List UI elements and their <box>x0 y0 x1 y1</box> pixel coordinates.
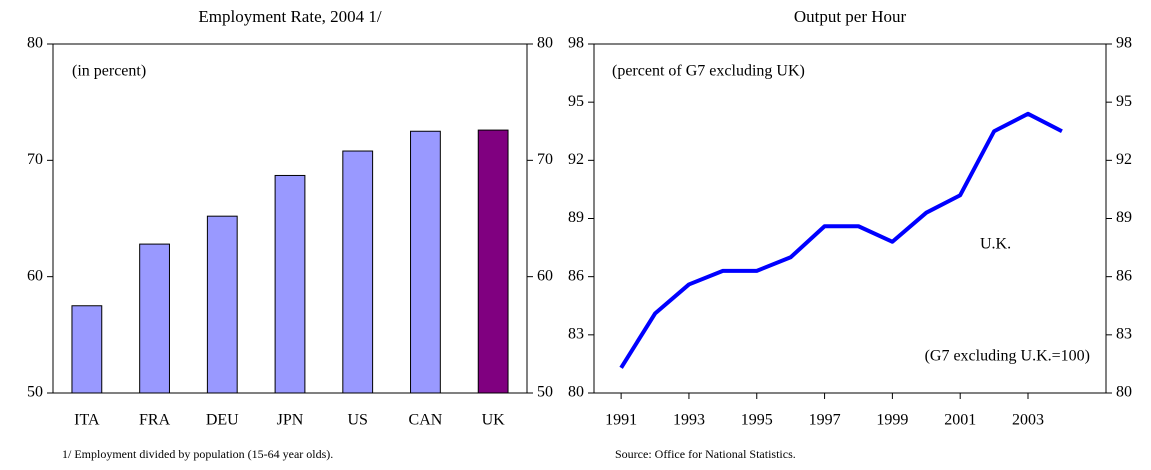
bar <box>477 129 509 394</box>
y-tick-label: 80 <box>568 384 584 401</box>
bar <box>206 215 238 394</box>
bar <box>139 243 170 394</box>
bar <box>274 174 306 394</box>
series-line <box>619 111 1063 369</box>
x-tick-label: FRA <box>139 412 171 429</box>
footnote: 1/ Employment divided by population (15-… <box>62 447 333 461</box>
x-tick-label: JPN <box>277 412 304 429</box>
bar <box>410 130 441 394</box>
x-tick-label: US <box>347 412 367 429</box>
x-tick-label: DEU <box>206 412 239 429</box>
y-tick-label: 83 <box>568 326 584 343</box>
y-tick-label: 50 <box>27 384 43 401</box>
x-tick-label: CAN <box>409 412 443 429</box>
x-tick-label: 2001 <box>944 412 976 429</box>
y2-tick-label: 92 <box>1116 151 1132 168</box>
plot-frame <box>593 43 1107 394</box>
y2-tick-label: 95 <box>1116 93 1132 110</box>
y-tick-label: 89 <box>568 209 584 226</box>
y2-tick-label: 70 <box>537 151 553 168</box>
x-tick-label: 1991 <box>605 412 637 429</box>
x-tick-label: 1997 <box>809 412 841 429</box>
chart-title: Output per Hour <box>794 7 907 26</box>
x-tick-label: 2003 <box>1012 412 1044 429</box>
y2-tick-label: 89 <box>1116 209 1132 226</box>
chart-title: Employment Rate, 2004 1/ <box>198 7 381 26</box>
y-tick-label: 70 <box>27 151 43 168</box>
annotation: (in percent) <box>72 63 146 80</box>
annotation: (G7 excluding U.K.=100) <box>925 348 1090 365</box>
y2-tick-label: 80 <box>537 35 553 52</box>
y2-tick-label: 83 <box>1116 326 1132 343</box>
y2-tick-label: 50 <box>537 384 553 401</box>
bar <box>71 305 103 394</box>
x-tick-label: 1999 <box>876 412 908 429</box>
y-tick-label: 92 <box>568 151 584 168</box>
series-label: U.K. <box>980 236 1011 253</box>
y-tick-label: 95 <box>568 93 584 110</box>
y2-tick-label: 98 <box>1116 35 1132 52</box>
y2-tick-label: 60 <box>537 267 553 284</box>
x-tick-label: 1995 <box>741 412 773 429</box>
x-tick-label: UK <box>482 412 506 429</box>
y-tick-label: 60 <box>27 267 43 284</box>
y2-tick-label: 80 <box>1116 384 1132 401</box>
x-tick-label: ITA <box>74 412 100 429</box>
bar <box>342 150 374 394</box>
y2-tick-label: 86 <box>1116 267 1132 284</box>
footnote: Source: Office for National Statistics. <box>615 447 796 461</box>
y-tick-label: 80 <box>27 35 43 52</box>
y-tick-label: 86 <box>568 267 584 284</box>
x-tick-label: 1993 <box>673 412 705 429</box>
annotation: (percent of G7 excluding UK) <box>612 63 805 80</box>
y-tick-label: 98 <box>568 35 584 52</box>
